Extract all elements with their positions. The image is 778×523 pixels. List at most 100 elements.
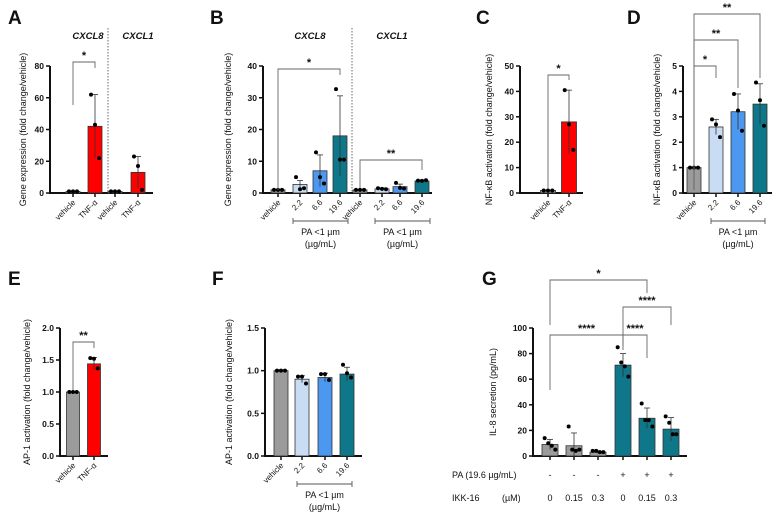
data-point <box>272 187 276 192</box>
data-point <box>318 175 322 180</box>
data-point <box>97 156 101 161</box>
data-point <box>279 368 283 373</box>
ikk-row-label: IKK-16 <box>452 493 480 503</box>
y-tick-label: 0.0 <box>247 451 259 461</box>
y-tick-label: 60 <box>35 93 45 103</box>
y-tick-label: 100 <box>513 323 527 333</box>
panel-d: D NF-κB activation (fold change/vehicle) 0… <box>627 2 772 249</box>
data-point <box>302 186 306 191</box>
panel-e: E AP-1 activation (fold change/vehicle) 0.… <box>8 269 108 485</box>
data-point <box>688 165 692 170</box>
y-tick-label: 0 <box>672 188 677 198</box>
significance-label: **** <box>578 323 596 335</box>
y-tick-label: 40 <box>518 400 528 410</box>
pa-row-value: + <box>668 470 673 480</box>
y-tick-label: 80 <box>518 349 528 359</box>
data-point <box>550 188 555 193</box>
significance-label: ** <box>723 2 732 14</box>
x-tick-label: 19.6 <box>409 198 427 216</box>
y-tick-label: 0.5 <box>247 408 259 418</box>
y-tick-label: 20 <box>248 125 258 135</box>
panel-letter: C <box>476 8 490 29</box>
bar <box>273 370 289 457</box>
x-tick-label: 6.6 <box>315 461 330 476</box>
y-tick-label: 30 <box>248 93 258 103</box>
panel-letter: F <box>212 269 224 290</box>
significance-bracket <box>549 334 624 390</box>
y-tick-label: 0 <box>252 188 257 198</box>
significance-label: ** <box>387 148 396 160</box>
x-tick-label: 2.2 <box>706 198 721 213</box>
significance-bracket <box>622 334 648 358</box>
data-point <box>549 443 554 448</box>
data-point <box>577 447 582 452</box>
bar <box>317 377 333 457</box>
x-tick-label: 6.6 <box>728 198 743 213</box>
significance-bracket <box>72 341 95 390</box>
significance-bracket <box>72 61 96 105</box>
x-tick-label: vehicle <box>95 198 119 222</box>
x-tick-label: vehicle <box>53 461 77 485</box>
data-point <box>341 362 345 367</box>
data-point <box>319 372 323 377</box>
data-point <box>95 366 100 371</box>
panel-letter: E <box>8 269 21 290</box>
data-point <box>380 186 384 191</box>
data-point <box>696 165 700 170</box>
data-point <box>619 360 624 365</box>
pa-row-value: - <box>597 470 600 480</box>
significance-label: ** <box>79 330 88 342</box>
y-tick-label: 0.5 <box>42 419 54 429</box>
data-point <box>567 122 571 127</box>
data-point <box>296 374 300 379</box>
data-point <box>117 189 121 194</box>
pa-row-value: - <box>573 470 576 480</box>
data-point <box>113 189 117 194</box>
ikk-row-value: 0 <box>620 493 625 503</box>
data-point <box>424 178 428 183</box>
y-tick-label: 1.5 <box>247 323 259 333</box>
y-tick-label: 0 <box>509 188 514 198</box>
x-tick-label: 6.6 <box>310 198 325 213</box>
y-tick-label: 2 <box>672 137 677 147</box>
ikk-row-value: 0 <box>547 493 552 503</box>
group-bracket <box>292 218 349 224</box>
data-point <box>718 135 722 140</box>
significance-bracket <box>277 68 341 190</box>
data-point <box>75 189 79 194</box>
data-point <box>362 187 366 192</box>
data-point <box>283 368 287 373</box>
y-tick-label: 1.0 <box>42 387 54 397</box>
data-point <box>553 447 558 452</box>
data-point <box>615 345 620 350</box>
data-point <box>622 364 627 369</box>
data-point <box>597 450 602 455</box>
gene-header: CXCL1 <box>376 31 407 42</box>
data-point <box>342 157 346 162</box>
x-tick-label: vehicle <box>261 461 285 485</box>
data-point <box>280 187 284 192</box>
significance-bracket <box>622 306 672 350</box>
y-tick-label: 50 <box>505 61 515 71</box>
x-tick-label: vehicle <box>528 198 552 222</box>
data-point <box>132 154 136 159</box>
data-point <box>710 117 714 122</box>
data-point <box>416 178 420 183</box>
data-point <box>71 390 75 394</box>
group-label: PA <1 µm <box>719 227 758 237</box>
panel-letter: D <box>627 8 641 29</box>
data-point <box>345 371 349 376</box>
significance-label: * <box>556 63 561 75</box>
x-tick-label: 2.2 <box>292 461 307 476</box>
group-bracket <box>296 481 353 487</box>
x-tick-label: TNF-α <box>551 198 574 221</box>
data-point <box>646 418 651 423</box>
group-bracket <box>710 218 766 224</box>
data-point <box>71 189 75 194</box>
data-point <box>376 186 380 191</box>
y-axis-title: NF-κB activation (fold change/vehicle) <box>484 54 494 206</box>
x-tick-label: vehicle <box>53 198 77 222</box>
group-bracket <box>374 218 431 224</box>
data-point <box>358 187 362 192</box>
data-point <box>674 432 679 437</box>
